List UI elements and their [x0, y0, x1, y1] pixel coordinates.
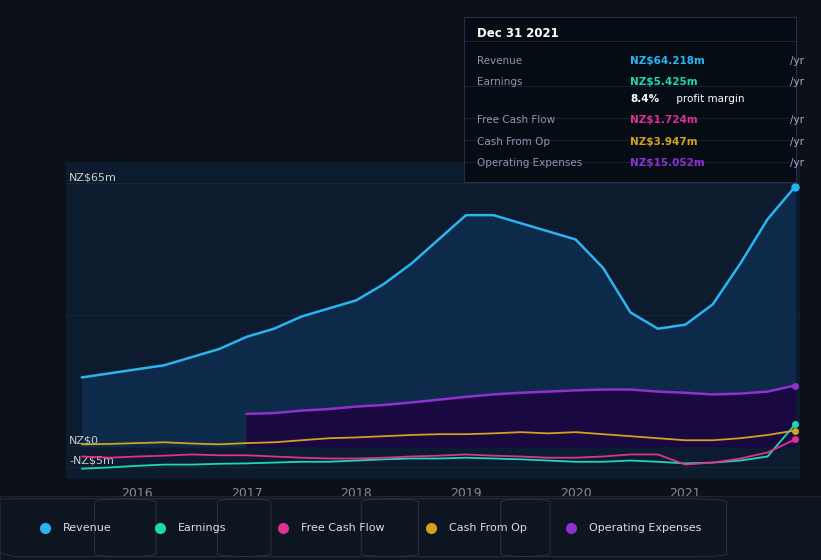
Text: Revenue: Revenue: [477, 57, 522, 67]
Text: profit margin: profit margin: [673, 94, 745, 104]
Text: /yr: /yr: [790, 77, 804, 87]
Text: Operating Expenses: Operating Expenses: [589, 523, 701, 533]
Text: Earnings: Earnings: [477, 77, 523, 87]
Text: Cash From Op: Cash From Op: [449, 523, 527, 533]
Text: Dec 31 2021: Dec 31 2021: [477, 27, 559, 40]
Text: Free Cash Flow: Free Cash Flow: [477, 115, 555, 125]
Text: NZ$1.724m: NZ$1.724m: [631, 115, 698, 125]
Text: -NZ$5m: -NZ$5m: [69, 455, 114, 465]
Text: NZ$65m: NZ$65m: [69, 172, 117, 183]
Text: Operating Expenses: Operating Expenses: [477, 158, 582, 168]
Text: Free Cash Flow: Free Cash Flow: [301, 523, 385, 533]
Text: /yr: /yr: [790, 57, 804, 67]
Text: NZ$15.052m: NZ$15.052m: [631, 158, 705, 168]
Text: Earnings: Earnings: [178, 523, 227, 533]
Text: /yr: /yr: [790, 137, 804, 147]
Text: 8.4%: 8.4%: [631, 94, 659, 104]
Text: /yr: /yr: [790, 115, 804, 125]
Text: NZ$64.218m: NZ$64.218m: [631, 57, 705, 67]
Text: NZ$0: NZ$0: [69, 435, 99, 445]
Text: NZ$5.425m: NZ$5.425m: [631, 77, 698, 87]
Text: Cash From Op: Cash From Op: [477, 137, 550, 147]
Text: Revenue: Revenue: [63, 523, 112, 533]
Text: /yr: /yr: [790, 158, 804, 168]
Text: NZ$3.947m: NZ$3.947m: [631, 137, 698, 147]
